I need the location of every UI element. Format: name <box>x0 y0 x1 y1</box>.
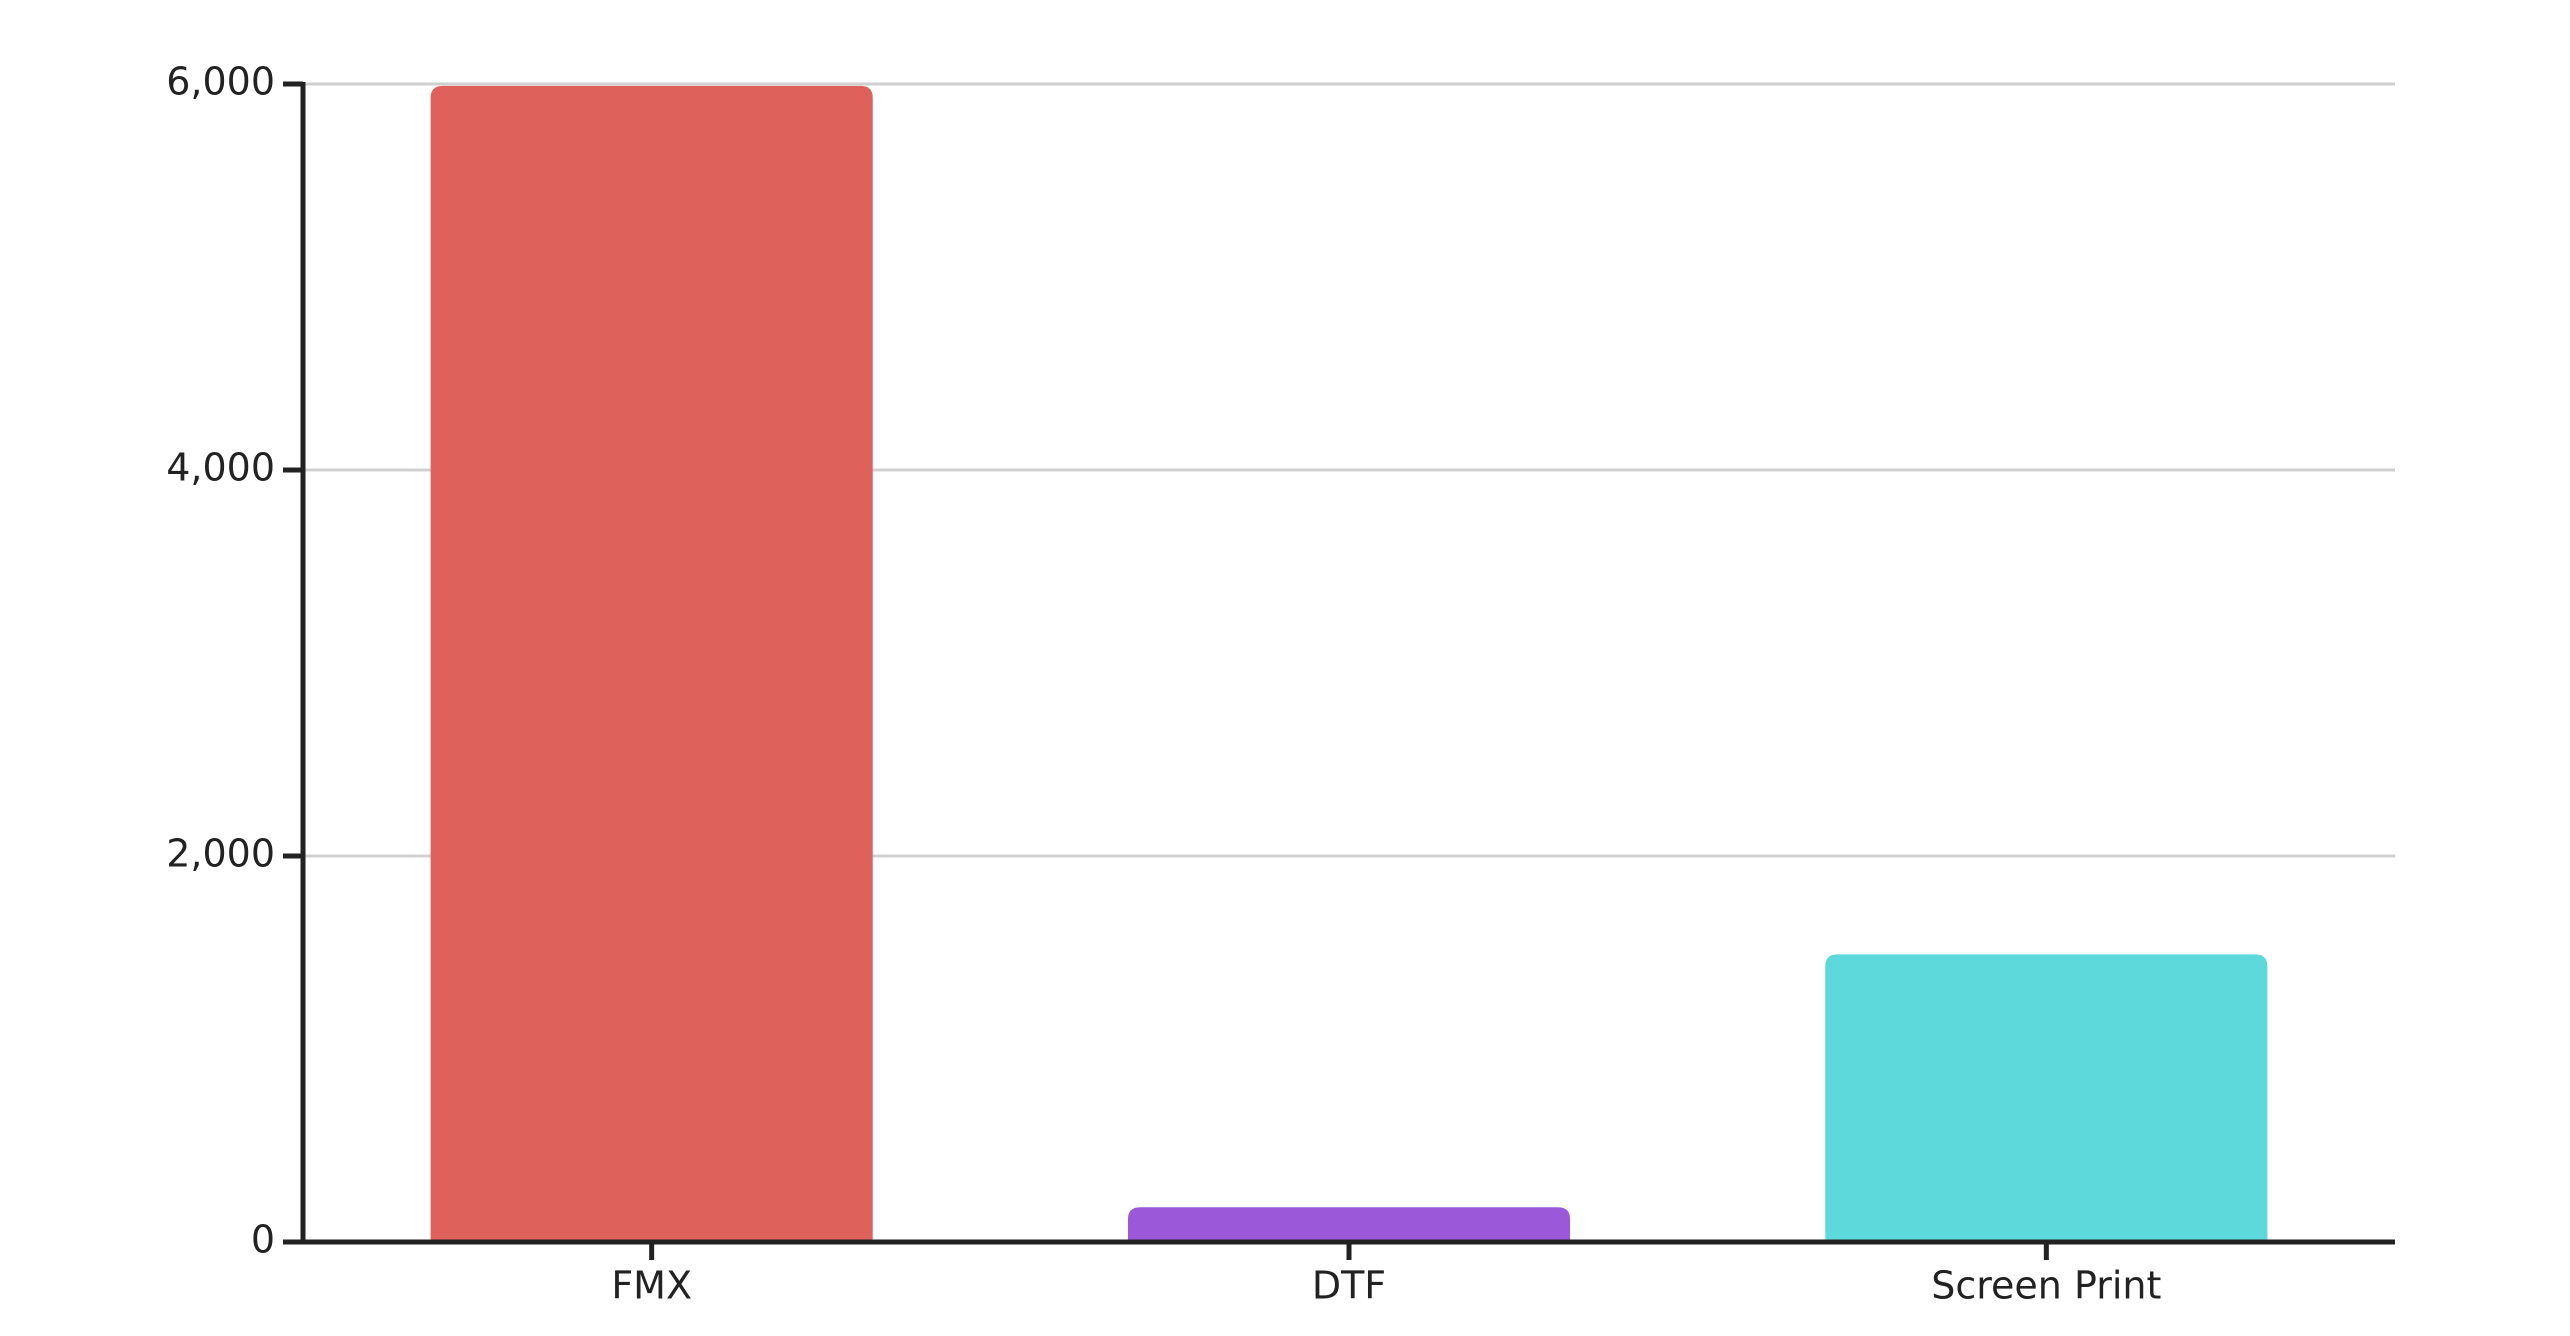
y-tick-label: 4,000 <box>166 446 275 490</box>
bar <box>1825 954 2268 1242</box>
x-tick-label: DTF <box>1312 1264 1386 1308</box>
bar <box>430 85 873 1242</box>
x-tick-label: Screen Print <box>1931 1264 2161 1308</box>
bar <box>1127 1207 1571 1242</box>
y-tick-label: 6,000 <box>166 60 275 104</box>
y-tick-label: 2,000 <box>166 832 275 876</box>
x-tick-label: FMX <box>611 1264 692 1308</box>
y-tick-label: 0 <box>251 1218 275 1262</box>
